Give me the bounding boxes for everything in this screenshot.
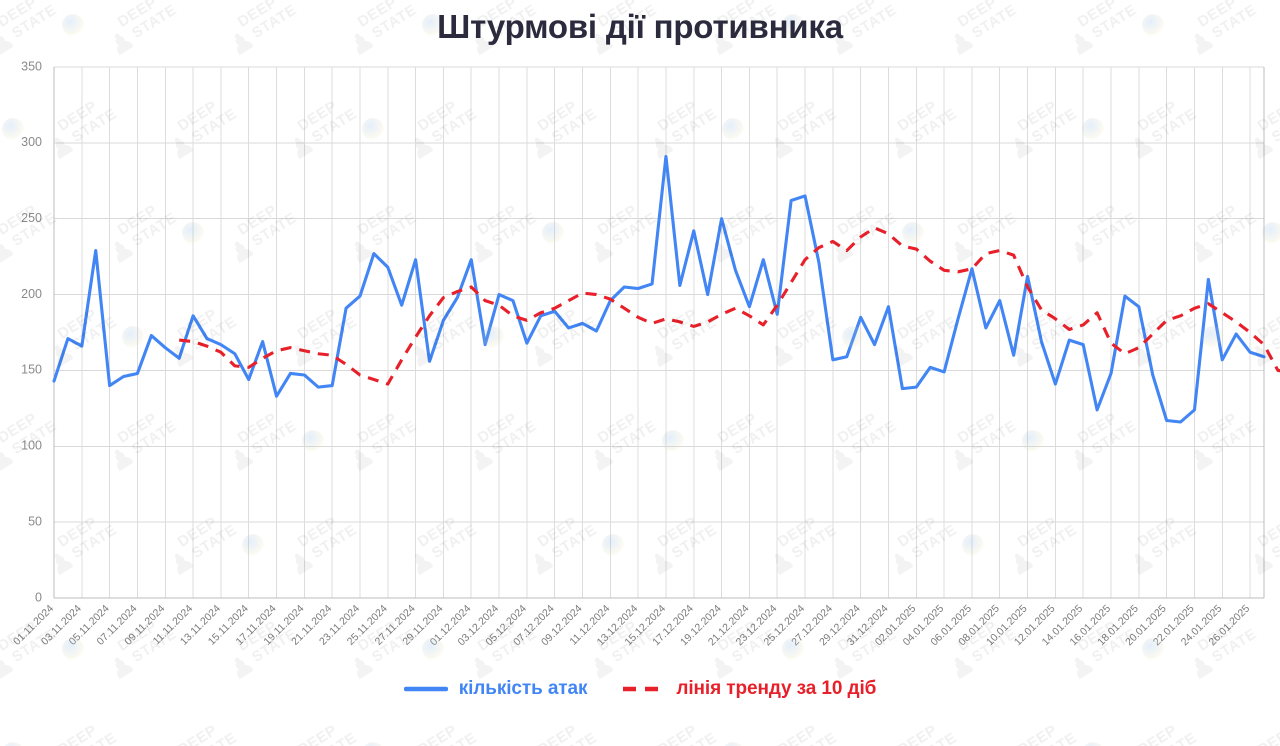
y-axis-tick-label: 200 bbox=[21, 287, 42, 301]
legend-solid-line-icon bbox=[403, 686, 448, 692]
legend-label-trend: лінія тренду за 10 діб bbox=[676, 678, 877, 699]
y-axis-tick-labels: 0 50 100 150 200 250 300 350 bbox=[21, 59, 42, 604]
y-axis-tick-label: 150 bbox=[21, 363, 42, 377]
legend-dashed-line-icon bbox=[623, 686, 664, 692]
y-axis-tick-label: 300 bbox=[21, 135, 42, 149]
vertical-gridlines bbox=[53, 67, 1265, 599]
data-series-group bbox=[52, 154, 1280, 424]
y-axis-tick-label: 100 bbox=[21, 439, 42, 453]
chart-legend: кількість атак лінія тренду за 10 діб bbox=[0, 678, 1280, 700]
legend-label-attacks: кількість атак bbox=[458, 678, 588, 699]
y-axis-tick-label: 350 bbox=[21, 59, 42, 73]
trend-line-series bbox=[179, 226, 1280, 386]
y-axis-tick-label: 50 bbox=[28, 514, 42, 528]
page-title: Штурмові дії противника bbox=[437, 8, 843, 45]
attacks-line-series bbox=[52, 154, 1266, 424]
y-axis-tick-label: 250 bbox=[21, 211, 42, 225]
legend-item-trend[interactable]: лінія тренду за 10 діб bbox=[621, 678, 876, 700]
x-axis-tick-labels: 01.11.202403.11.202405.11.202407.11.2024… bbox=[11, 603, 1252, 649]
y-axis-tick-label: 0 bbox=[35, 590, 42, 604]
legend-item-attacks[interactable]: кількість атак bbox=[403, 678, 588, 700]
horizontal-gridlines bbox=[54, 66, 1264, 599]
